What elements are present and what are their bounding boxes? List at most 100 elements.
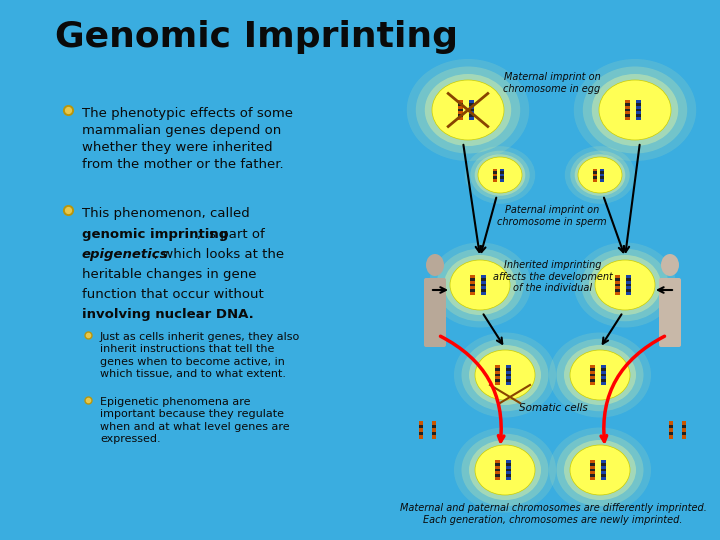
FancyBboxPatch shape [593,168,597,171]
Ellipse shape [570,350,630,400]
FancyBboxPatch shape [457,111,462,114]
Ellipse shape [462,339,549,411]
FancyBboxPatch shape [682,432,686,435]
FancyBboxPatch shape [495,477,500,480]
Ellipse shape [549,428,651,512]
FancyBboxPatch shape [457,100,462,103]
FancyBboxPatch shape [457,109,462,111]
FancyBboxPatch shape [590,379,595,382]
FancyBboxPatch shape [457,103,462,106]
FancyBboxPatch shape [480,289,485,292]
Ellipse shape [465,146,535,204]
FancyBboxPatch shape [505,374,510,376]
FancyBboxPatch shape [600,176,604,179]
FancyBboxPatch shape [624,111,629,114]
FancyBboxPatch shape [600,379,606,382]
FancyBboxPatch shape [590,365,595,368]
FancyBboxPatch shape [469,289,474,292]
Text: epigenetics: epigenetics [82,248,168,261]
FancyBboxPatch shape [624,109,629,111]
FancyBboxPatch shape [495,371,500,374]
Ellipse shape [557,434,644,507]
FancyBboxPatch shape [600,374,606,376]
FancyBboxPatch shape [432,424,436,428]
FancyBboxPatch shape [600,168,604,171]
FancyBboxPatch shape [432,432,436,435]
Ellipse shape [454,333,556,417]
Ellipse shape [599,80,671,140]
FancyBboxPatch shape [636,114,641,117]
Ellipse shape [564,440,636,500]
FancyBboxPatch shape [590,469,595,471]
FancyBboxPatch shape [600,371,606,374]
Text: Just as cells inherit genes, they also
inherit instructions that tell the
genes : Just as cells inherit genes, they also i… [100,332,300,379]
Ellipse shape [444,255,516,315]
FancyBboxPatch shape [626,281,631,284]
FancyBboxPatch shape [682,421,686,424]
Ellipse shape [432,80,504,140]
FancyBboxPatch shape [505,471,510,474]
FancyBboxPatch shape [505,368,510,371]
FancyBboxPatch shape [469,117,474,120]
FancyBboxPatch shape [495,374,500,376]
Ellipse shape [574,242,676,327]
Ellipse shape [474,154,526,195]
FancyBboxPatch shape [469,111,474,114]
FancyBboxPatch shape [600,368,606,371]
FancyBboxPatch shape [600,365,606,368]
FancyBboxPatch shape [590,463,595,465]
FancyBboxPatch shape [636,117,641,120]
Ellipse shape [595,260,655,310]
FancyBboxPatch shape [590,471,595,474]
FancyBboxPatch shape [424,278,446,347]
Ellipse shape [582,66,687,153]
FancyBboxPatch shape [682,424,686,428]
FancyBboxPatch shape [624,100,629,103]
FancyBboxPatch shape [419,428,423,432]
Ellipse shape [574,59,696,161]
FancyBboxPatch shape [495,463,500,465]
Text: Epigenetic phenomena are
important because they regulate
when and at what level : Epigenetic phenomena are important becau… [100,397,289,444]
FancyBboxPatch shape [669,435,673,439]
FancyBboxPatch shape [480,281,485,284]
FancyBboxPatch shape [593,174,597,176]
Ellipse shape [450,260,510,310]
FancyBboxPatch shape [505,365,510,368]
FancyBboxPatch shape [500,171,504,174]
Text: Maternal imprint on
chromosome in egg: Maternal imprint on chromosome in egg [503,72,600,93]
FancyBboxPatch shape [495,460,500,463]
Ellipse shape [570,445,630,495]
FancyBboxPatch shape [469,292,474,295]
FancyBboxPatch shape [469,284,474,286]
FancyBboxPatch shape [495,382,500,385]
Ellipse shape [570,151,630,199]
FancyBboxPatch shape [493,168,497,171]
FancyBboxPatch shape [495,465,500,469]
FancyBboxPatch shape [626,292,631,295]
FancyBboxPatch shape [500,179,504,181]
FancyBboxPatch shape [636,111,641,114]
Ellipse shape [564,345,636,405]
FancyBboxPatch shape [669,424,673,428]
Ellipse shape [454,428,556,512]
Ellipse shape [592,74,678,146]
FancyBboxPatch shape [432,435,436,439]
FancyBboxPatch shape [495,474,500,477]
FancyBboxPatch shape [600,179,604,181]
FancyBboxPatch shape [469,103,474,106]
Ellipse shape [564,146,635,204]
FancyBboxPatch shape [590,460,595,463]
Ellipse shape [436,249,523,321]
Text: Somatic cells: Somatic cells [518,403,588,413]
FancyBboxPatch shape [624,114,629,117]
FancyBboxPatch shape [626,275,631,278]
FancyBboxPatch shape [457,117,462,120]
FancyBboxPatch shape [495,368,500,371]
FancyBboxPatch shape [419,421,423,424]
FancyBboxPatch shape [480,275,485,278]
FancyBboxPatch shape [682,435,686,439]
Ellipse shape [549,333,651,417]
FancyBboxPatch shape [593,176,597,179]
Ellipse shape [582,249,668,321]
FancyBboxPatch shape [636,109,641,111]
